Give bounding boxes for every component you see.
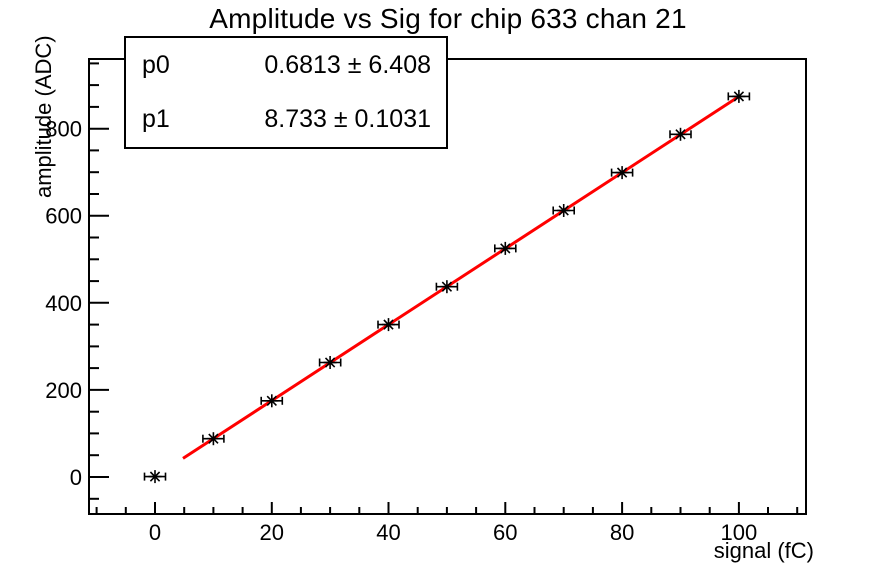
data-point xyxy=(377,318,400,332)
stat-row-p0: p0 0.6813 ± 6.408 xyxy=(126,51,446,80)
data-point xyxy=(143,470,167,484)
data-point xyxy=(435,280,459,294)
asterisk-marker xyxy=(616,167,628,178)
stat-param-value: 0.6813 ± 6.408 xyxy=(264,50,431,79)
asterisk-marker xyxy=(324,357,336,368)
y-axis-title: amplitude (ADC) xyxy=(31,35,56,198)
data-point xyxy=(318,356,342,369)
fit-line xyxy=(182,95,740,460)
asterisk-marker xyxy=(675,129,686,140)
stat-param-name: p1 xyxy=(142,105,170,134)
x-tick-label: 80 xyxy=(610,520,634,545)
x-axis-title: signal (fC) xyxy=(713,538,814,563)
stat-row-p1: p1 8.733 ± 0.1031 xyxy=(126,105,446,134)
x-tick-label: 40 xyxy=(376,520,400,545)
asterisk-marker xyxy=(441,281,453,292)
data-point xyxy=(552,204,576,217)
stat-param-value: 8.733 ± 0.1031 xyxy=(264,105,431,134)
data-point xyxy=(260,394,284,408)
data-point xyxy=(727,89,751,103)
fit-stats-box: p0 0.6813 ± 6.408 p1 8.733 ± 0.1031 xyxy=(124,36,448,149)
asterisk-marker xyxy=(558,205,569,216)
x-tick-label: 0 xyxy=(149,520,161,545)
asterisk-marker xyxy=(383,319,394,330)
asterisk-marker xyxy=(733,91,745,102)
x-tick-label: 20 xyxy=(260,520,284,545)
x-tick-label: 100 xyxy=(721,520,758,545)
data-point xyxy=(202,432,225,446)
data-point xyxy=(493,241,517,255)
chart-title: Amplitude vs Sig for chip 633 chan 21 xyxy=(209,3,687,34)
asterisk-marker xyxy=(266,395,277,406)
data-point xyxy=(669,127,692,141)
y-tick-label: 600 xyxy=(45,204,82,229)
x-tick-label: 60 xyxy=(493,520,517,545)
stat-param-name: p0 xyxy=(142,50,170,79)
data-point xyxy=(610,166,634,180)
y-tick-label: 400 xyxy=(45,291,82,316)
y-tick-label: 200 xyxy=(45,378,82,403)
y-tick-label: 800 xyxy=(45,117,82,142)
y-tick-label: 0 xyxy=(70,465,82,490)
asterisk-marker xyxy=(500,243,511,254)
asterisk-marker xyxy=(208,433,219,444)
asterisk-marker xyxy=(149,471,161,482)
